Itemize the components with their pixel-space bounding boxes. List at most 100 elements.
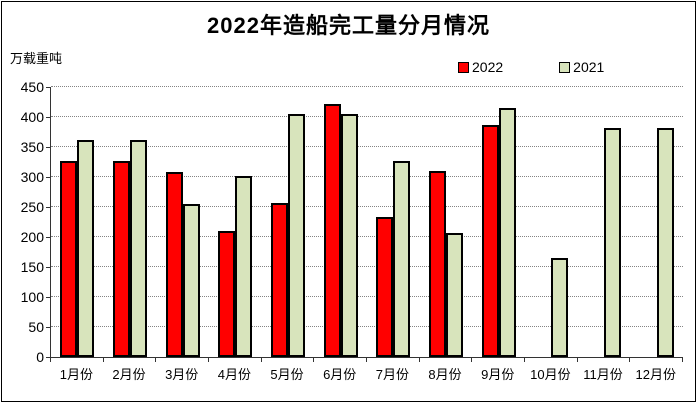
y-tick-mark-300 (46, 177, 50, 178)
x-tick-label-3月份: 3月份 (165, 367, 199, 382)
bar-group-3月份 (156, 87, 209, 357)
bar-group-5月份 (262, 87, 315, 357)
gridline-300 (51, 176, 683, 177)
bar-2022-8月份 (429, 171, 447, 357)
bar-2022-3月份 (165, 171, 183, 357)
y-tick-mark-0 (46, 357, 50, 358)
bar-group-9月份 (472, 87, 525, 357)
y-tick-mark-150 (46, 267, 50, 268)
bar-2021-7月份 (393, 160, 411, 357)
bar-2021-10月份 (551, 258, 569, 357)
legend: 2022 2021 (458, 59, 604, 75)
x-tick-segment (630, 358, 684, 362)
x-tick-segment (314, 358, 368, 362)
bar-group-1月份 (51, 87, 104, 357)
x-tick-label-5月份: 5月份 (270, 367, 304, 382)
y-tick-label-400: 400 (20, 109, 44, 125)
x-tick-label-2月份: 2月份 (112, 367, 146, 382)
y-tick-label-50: 50 (28, 319, 44, 335)
gridline-200 (51, 236, 683, 237)
chart-title: 2022年造船完工量分月情况 (207, 13, 490, 38)
y-tick-label-350: 350 (20, 139, 44, 155)
gridline-100 (51, 296, 683, 297)
legend-item-2021: 2021 (559, 59, 604, 75)
bar-group-2月份 (104, 87, 157, 357)
legend-item-2022: 2022 (458, 59, 503, 75)
bar-2021-9月份 (498, 108, 516, 357)
y-tick-label-150: 150 (20, 259, 44, 275)
y-tick-mark-200 (46, 237, 50, 238)
x-tick-label-9月份: 9月份 (481, 367, 515, 382)
bar-2022-2月份 (113, 160, 130, 357)
y-tick-label-200: 200 (20, 229, 44, 245)
x-tick-segment (51, 358, 104, 362)
x-tick-label-10月份: 10月份 (530, 367, 571, 382)
x-tick-segment (367, 358, 420, 362)
y-tick-label-100: 100 (20, 289, 44, 305)
x-tick-segment (104, 358, 157, 362)
bar-2021-8月份 (446, 232, 464, 357)
y-tick-label-250: 250 (20, 199, 44, 215)
plot-area (50, 86, 683, 358)
y-tick-label-300: 300 (20, 169, 44, 185)
x-tick-label-6月份: 6月份 (323, 367, 357, 382)
bar-series-container (51, 87, 683, 357)
x-tick-segment (472, 358, 526, 362)
bar-2021-11月份 (604, 128, 622, 357)
x-tick-label-7月份: 7月份 (375, 367, 409, 382)
bar-2021-5月份 (288, 114, 306, 357)
bar-2021-4月份 (235, 175, 253, 357)
y-axis-unit-label: 万载重吨 (10, 51, 63, 66)
x-tick-segment (209, 358, 262, 362)
bar-group-7月份 (367, 87, 420, 357)
y-tick-mark-50 (46, 327, 50, 328)
x-axis-ticks (50, 358, 684, 362)
x-tick-label-4月份: 4月份 (217, 367, 251, 382)
gridline-250 (51, 206, 683, 207)
bar-2021-3月份 (182, 204, 200, 357)
legend-swatch-2022 (458, 61, 469, 73)
legend-label: 2021 (573, 59, 605, 75)
bar-2021-1月份 (77, 140, 95, 357)
bar-2022-4月份 (218, 231, 236, 357)
x-tick-segment (262, 358, 315, 362)
y-tick-mark-250 (46, 207, 50, 208)
x-tick-segment (578, 358, 631, 362)
x-tick-segment (420, 358, 473, 362)
y-tick-label-450: 450 (20, 79, 44, 95)
gridline-450 (51, 86, 683, 87)
gridline-150 (51, 266, 683, 267)
y-tick-mark-400 (46, 117, 50, 118)
bar-2021-2月份 (130, 140, 147, 357)
x-axis-labels: 1月份 2月份 3月份 4月份 5月份 6月份 7月份 8月份 9月份 10月份 11月份 12月份 (50, 364, 682, 383)
x-tick-segment (156, 358, 210, 362)
y-tick-label-0: 0 (36, 349, 44, 365)
gridline-50 (51, 326, 683, 327)
bar-2022-9月份 (481, 125, 499, 357)
x-tick-label-8月份: 8月份 (428, 367, 462, 382)
bar-group-10月份 (525, 87, 578, 357)
x-tick-label-1月份: 1月份 (59, 367, 93, 382)
x-tick-label-11月份: 11月份 (583, 367, 623, 382)
legend-label: 2022 (472, 59, 504, 75)
bar-group-12月份 (630, 87, 683, 357)
bar-group-4月份 (209, 87, 262, 357)
bar-group-6月份 (314, 87, 367, 357)
legend-swatch-2021 (559, 61, 571, 73)
bar-group-11月份 (578, 87, 631, 357)
bar-2022-7月份 (376, 216, 394, 357)
bar-2021-6月份 (340, 114, 358, 357)
bar-2022-5月份 (271, 203, 289, 357)
y-tick-mark-350 (46, 147, 50, 148)
bar-2022-1月份 (60, 160, 78, 357)
y-tick-mark-450 (46, 87, 50, 88)
x-tick-segment (525, 358, 578, 362)
gridline-350 (51, 146, 683, 147)
bar-2022-6月份 (323, 103, 341, 357)
bar-group-8月份 (420, 87, 473, 357)
gridline-400 (51, 116, 683, 117)
bar-2021-12月份 (656, 128, 674, 357)
x-tick-label-12月份: 12月份 (635, 367, 676, 382)
y-tick-mark-100 (46, 297, 50, 298)
